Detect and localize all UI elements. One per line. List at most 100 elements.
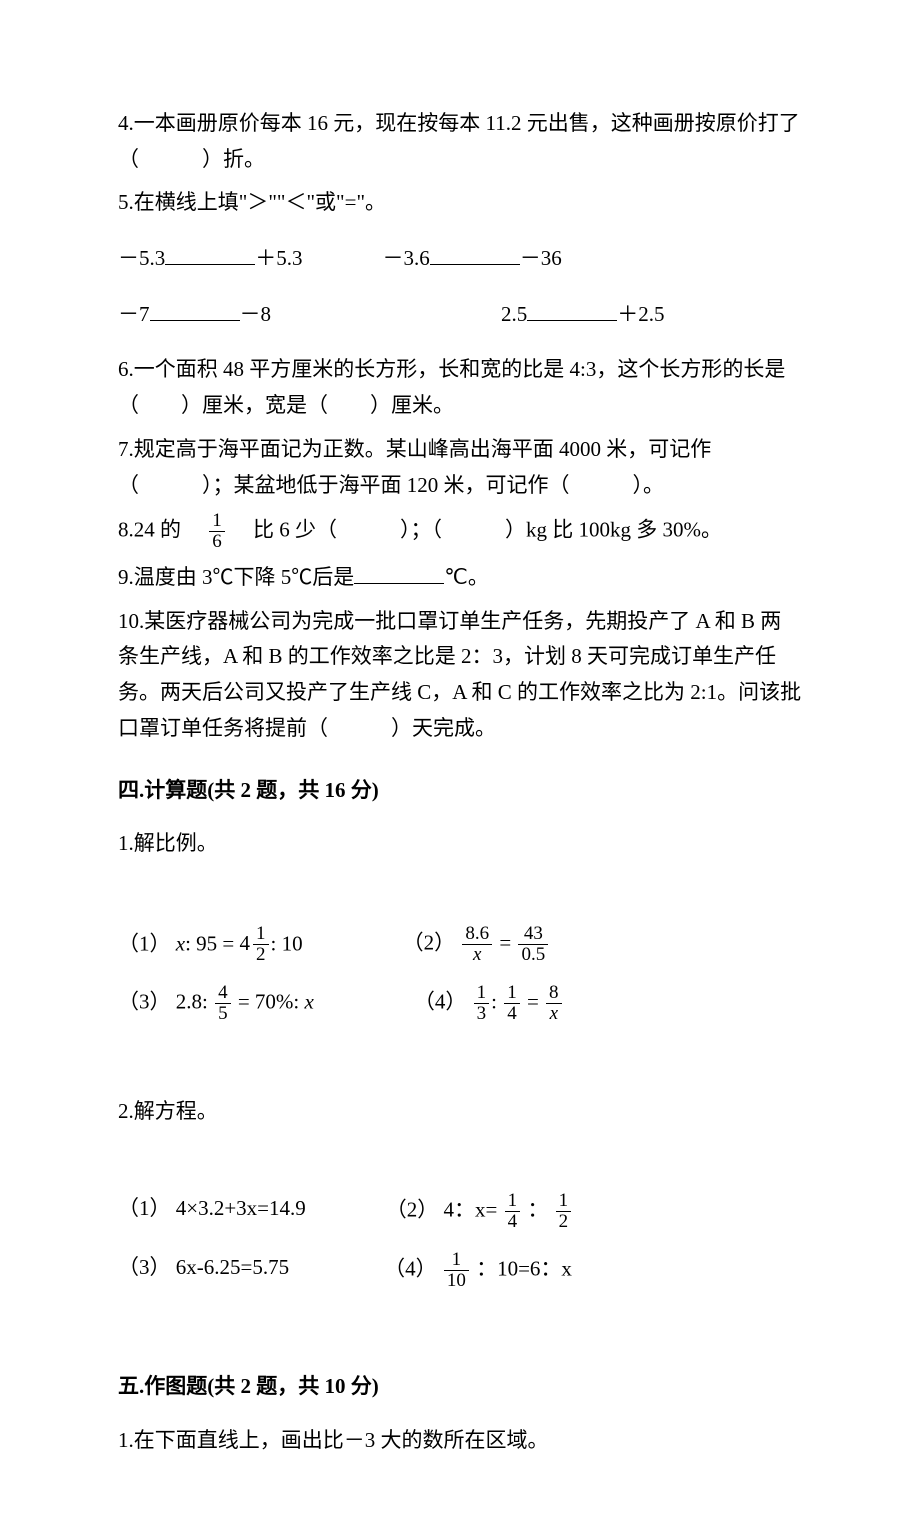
s4-q1-2-label: （2） <box>403 930 456 954</box>
s4-q2-2-f1d: 4 <box>505 1211 521 1232</box>
q8-frac-num: 1 <box>209 511 225 531</box>
s4-q2: 2.解方程。 <box>118 1094 802 1130</box>
s5-q1-text: 1.在下面直线上，画出比－3 大的数所在区域。 <box>118 1428 549 1452</box>
s4-q1-4-f1d: 3 <box>474 1003 490 1024</box>
q10-text: 10.某医疗器械公司为完成一批口罩订单生产任务，先期投产了 A 和 B 两条生产… <box>118 609 801 740</box>
s4-q1-4-label: （4） <box>414 989 467 1013</box>
q5-c-left: －7 <box>118 302 150 326</box>
s4-q1-1-label: （1） <box>118 931 171 955</box>
s4-q1-4-f3n: 8 <box>546 983 562 1003</box>
s4-q1-4-f3d-var: x <box>550 1003 558 1024</box>
s4-q1: 1.解比例。 <box>118 826 802 862</box>
q8-a: 8.24 的 <box>118 517 202 541</box>
q5-d-left: 2.5 <box>501 302 527 326</box>
s4-q2-4-f1d: 10 <box>444 1270 469 1291</box>
section-4-title: 四.计算题(共 2 题，共 16 分) <box>118 773 802 809</box>
question-4: 4.一本画册原价每本 16 元，现在按每本 11.2 元出售，这种画册按原价打了… <box>118 106 802 177</box>
question-10: 10.某医疗器械公司为完成一批口罩订单生产任务，先期投产了 A 和 B 两条生产… <box>118 604 802 747</box>
q5-row-2: －7－8 2.5 ＋2.5 <box>118 297 802 333</box>
s4-q1-2-f2-num: 43 <box>518 924 548 944</box>
q8-b: 比 6 少（ ）；（ ）kg 比 100kg 多 30%。 <box>232 517 722 541</box>
s4-q1-1-mixed: 412 <box>240 924 271 965</box>
s4-q1-4-f1n: 1 <box>474 983 490 1003</box>
s4-q2-2: （2） 4：x= 14 ： 12 <box>386 1191 573 1232</box>
s4-q2-4-f1n: 1 <box>444 1250 469 1270</box>
s4-q1-4-f2: 14 <box>504 983 520 1024</box>
question-9: 9.温度由 3℃下降 5℃后是 ℃。 <box>118 560 802 596</box>
s4-q1-1-b: : 10 <box>271 931 303 955</box>
s5-q1: 1.在下面直线上，画出比－3 大的数所在区域。 <box>118 1423 802 1459</box>
s4-q2-4-f1: 110 <box>444 1250 469 1291</box>
s4-q2-1-label: （1） <box>118 1196 171 1220</box>
s4-q1-2-f1: 8.6x <box>462 924 492 965</box>
question-5-intro: 5.在横线上填"＞""＜"或"="。 <box>118 185 802 221</box>
q5-b-left: －3.6 <box>383 246 430 270</box>
s4-q2-2-f1n: 1 <box>505 1191 521 1211</box>
q5-a-left: －5.3 <box>118 246 165 270</box>
spacer <box>118 872 802 906</box>
s4-q1-3-num: 4 <box>215 983 231 1003</box>
s4-q1-4-f3: 8x <box>546 983 562 1024</box>
question-7: 7.规定高于海平面记为正数。某山峰高出海平面 4000 米，可记作（ ）；某盆地… <box>118 432 802 503</box>
s4-q2-3-expr: 6x-6.25=5.75 <box>176 1255 289 1279</box>
section-5-title: 五.作图题(共 2 题，共 10 分) <box>118 1369 802 1405</box>
s4-q1-4-f2n: 1 <box>504 983 520 1003</box>
s4-q1-3-frac: 45 <box>215 983 231 1024</box>
spacer-3 <box>118 1139 802 1173</box>
q5-d-blank <box>527 299 617 321</box>
s4-q1-3-b: = 70%: <box>233 989 305 1013</box>
q6-text: 6.一个面积 48 平方厘米的长方形，长和宽的比是 4:3，这个长方形的长是（ … <box>118 357 785 417</box>
s4-q1-4-f2d: 4 <box>504 1003 520 1024</box>
q5-b-blank <box>430 243 520 265</box>
s4-q1-4-f3d: x <box>546 1003 562 1024</box>
q5-d: 2.5 ＋2.5 <box>501 297 665 333</box>
s4-q2-4: （4） 110 ：10=6：x <box>384 1250 572 1291</box>
s4-q1-1-num: 1 <box>253 924 269 944</box>
q5-c: －7－8 <box>118 297 271 333</box>
s4-q2-2-f1: 14 <box>505 1191 521 1232</box>
q5-a-right: ＋5.3 <box>255 246 302 270</box>
s4-q2-row-1: （1） 4×3.2+3x=14.9 （2） 4：x= 14 ： 12 <box>118 1191 802 1232</box>
s4-q2-2-b: ： <box>522 1198 554 1222</box>
s4-q2-4-label: （4） <box>384 1256 437 1280</box>
q9-a: 9.温度由 3℃下降 5℃后是 <box>118 565 354 589</box>
var-x-3: x <box>305 989 314 1013</box>
s4-q1-2-f2: 430.5 <box>518 924 548 965</box>
q5-b: －3.6 －36 <box>383 241 562 277</box>
s4-q2-2-label: （2） <box>386 1198 439 1222</box>
s4-q1-1-den: 2 <box>253 944 269 965</box>
spacer-4 <box>118 1309 802 1343</box>
q5-intro-text: 5.在横线上填"＞""＜"或"="。 <box>118 190 386 214</box>
s4-q1-2-eq: = <box>494 930 516 954</box>
s4-q1-3-a: 2.8: <box>176 989 213 1013</box>
question-6: 6.一个面积 48 平方厘米的长方形，长和宽的比是 4:3，这个长方形的长是（ … <box>118 352 802 423</box>
q8-frac-den: 6 <box>209 531 225 552</box>
s4-q1-1-whole: 4 <box>240 926 251 962</box>
s4-q2-4-b: ：10=6：x <box>471 1256 572 1280</box>
s4-q1-3-label: （3） <box>118 989 171 1013</box>
q5-d-right: ＋2.5 <box>617 302 664 326</box>
spacer-2 <box>118 1042 802 1076</box>
s4-q2-3: （3） 6x-6.25=5.75 <box>118 1250 289 1291</box>
s4-q2-text: 2.解方程。 <box>118 1099 218 1123</box>
s4-q1-2-f1-num: 8.6 <box>462 924 492 944</box>
s4-q2-2-a: 4：x= <box>444 1198 503 1222</box>
s4-q1-2-f2-den: 0.5 <box>518 944 548 965</box>
s4-q1-row-2: （3） 2.8: 45 = 70%: x （4） 13: 14 = 8x <box>118 983 802 1024</box>
q5-row-1: －5.3 ＋5.3 －3.6 －36 <box>118 241 802 277</box>
s4-q1-4-eq: = <box>522 989 544 1013</box>
s4-q1-3-den: 5 <box>215 1003 231 1024</box>
q9-b: ℃。 <box>444 565 489 589</box>
var-x: x <box>176 931 185 955</box>
q8-frac: 1 6 <box>209 511 225 552</box>
s4-q1-3: （3） 2.8: 45 = 70%: x <box>118 983 314 1024</box>
q5-b-right: －36 <box>520 246 562 270</box>
s4-q1-1-a: : 95 = <box>185 931 239 955</box>
s4-q2-row-2: （3） 6x-6.25=5.75 （4） 110 ：10=6：x <box>118 1250 802 1291</box>
s4-q1-1-frac: 12 <box>253 924 269 965</box>
s4-q1-1: （1） x: 95 = 412: 10 <box>118 924 303 965</box>
section-5-title-text: 五.作图题(共 2 题，共 10 分) <box>118 1374 379 1398</box>
s4-q2-1: （1） 4×3.2+3x=14.9 <box>118 1191 306 1232</box>
question-8: 8.24 的 1 6 比 6 少（ ）；（ ）kg 比 100kg 多 30%。 <box>118 511 802 552</box>
s4-q1-row-1: （1） x: 95 = 412: 10 （2） 8.6x = 430.5 <box>118 924 802 965</box>
